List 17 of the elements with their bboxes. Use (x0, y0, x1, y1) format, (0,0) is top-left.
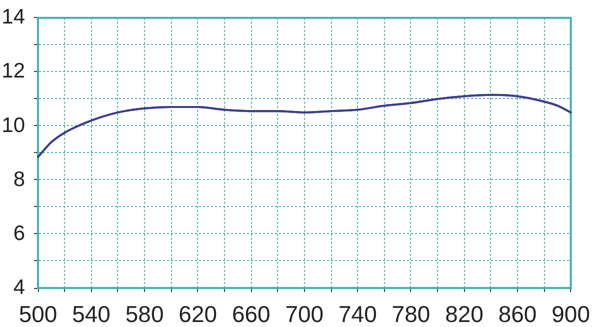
x-tick-label: 900 (552, 301, 590, 327)
x-tick-label: 620 (178, 301, 218, 327)
x-tick-label: 500 (18, 301, 58, 327)
x-tick-label: 660 (232, 301, 270, 327)
x-tick-label: 700 (285, 301, 324, 327)
y-tick-label: 4 (13, 276, 26, 299)
y-tick-label: 6 (13, 222, 25, 245)
x-tick-label: 780 (392, 301, 430, 327)
x-tick-label: 860 (498, 301, 537, 327)
x-tick-label: 820 (445, 301, 484, 327)
x-tick-label: 540 (72, 301, 110, 327)
x-tick-label: 740 (338, 301, 377, 327)
y-tick-label: 10 (2, 114, 25, 137)
y-tick-label: 14 (2, 6, 26, 29)
x-tick-label: 580 (125, 301, 164, 327)
y-tick-label: 8 (13, 168, 25, 191)
y-tick-label: 12 (2, 60, 25, 83)
